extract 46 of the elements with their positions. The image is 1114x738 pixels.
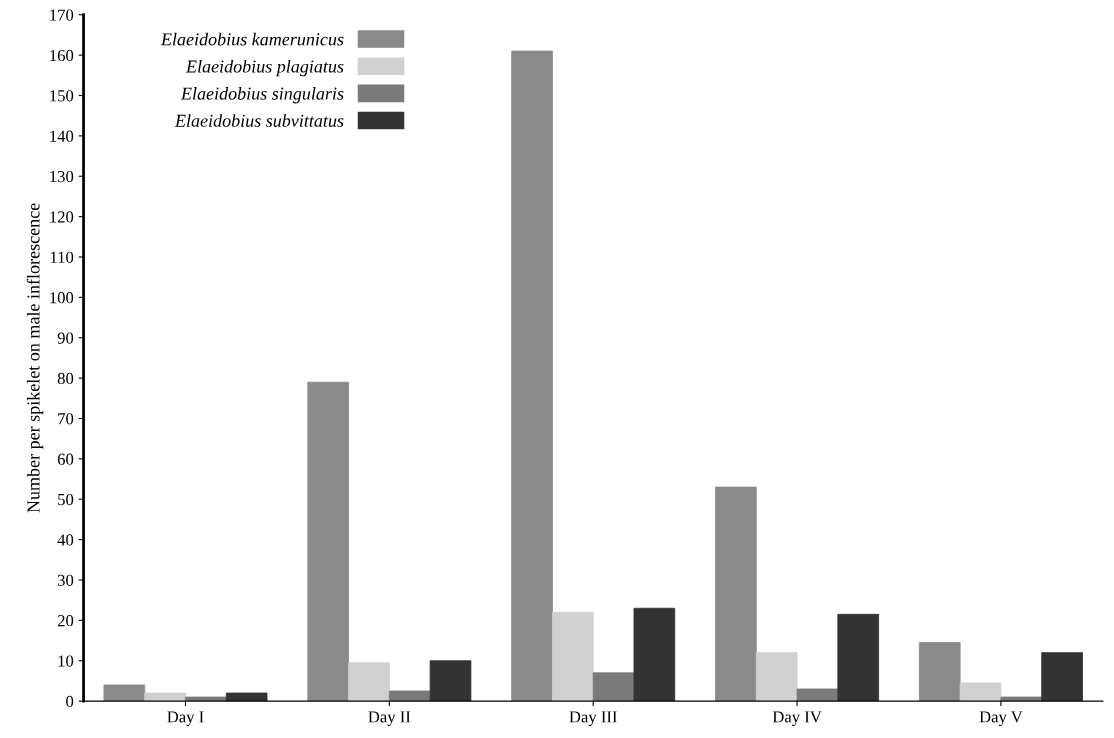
y-tick-label: 30 xyxy=(57,574,74,586)
bar xyxy=(755,652,798,702)
y-tick-label: 120 xyxy=(50,211,74,223)
y-tick-label: 70 xyxy=(58,413,74,425)
bar xyxy=(592,672,635,702)
y-tick-label: 80 xyxy=(57,372,74,385)
legend-label: Elaeidobius plagiatus xyxy=(185,59,344,77)
bar xyxy=(552,611,594,702)
legend-label: Elaeidobius subvittatus xyxy=(174,114,344,127)
y-tick-label: 100 xyxy=(50,292,74,304)
y-tick-label: 10 xyxy=(58,655,74,667)
y-tick-label: 150 xyxy=(50,90,74,102)
bar xyxy=(225,692,268,702)
bar xyxy=(715,486,757,702)
bar xyxy=(429,660,472,702)
bar xyxy=(388,690,431,702)
y-tick-label: 140 xyxy=(50,130,74,142)
legend-label: Elaeidobius kamerunicus xyxy=(160,32,344,46)
bar xyxy=(837,613,880,702)
y-tick-label: 110 xyxy=(50,251,74,263)
bar xyxy=(144,692,186,702)
y-tick-label: 130 xyxy=(50,170,74,183)
y-axis-title: Number per spikelet on male inflorescence xyxy=(26,203,44,513)
bar xyxy=(918,642,961,702)
bar xyxy=(348,662,390,702)
y-tick-label: 40 xyxy=(57,534,74,546)
bar xyxy=(511,50,553,702)
x-tick-label: Day V xyxy=(979,711,1023,726)
bar xyxy=(796,688,839,702)
y-tick-label: 170 xyxy=(50,9,74,21)
y-tick-label: 20 xyxy=(57,615,74,627)
bar xyxy=(307,381,349,702)
x-tick-label: Day IV xyxy=(772,711,822,726)
x-tick-label: Day II xyxy=(368,711,411,726)
bar xyxy=(103,684,146,702)
y-tick-label: 50 xyxy=(58,493,74,506)
y-tick-label: 160 xyxy=(50,49,74,62)
bar xyxy=(633,607,676,702)
legend-label: Elaeidobius singularis xyxy=(180,87,344,104)
y-tick-label: 60 xyxy=(57,453,74,465)
x-tick-label: Day III xyxy=(569,711,617,726)
bar xyxy=(1041,652,1083,702)
x-tick-label: Day I xyxy=(167,711,204,726)
bar xyxy=(959,682,1002,702)
y-tick-label: 0 xyxy=(66,695,74,708)
y-tick-label: 90 xyxy=(57,332,74,344)
